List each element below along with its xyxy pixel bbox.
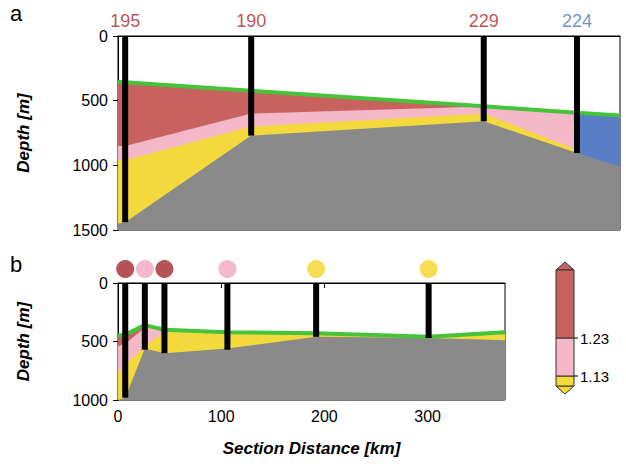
svg-text:a: a <box>10 1 23 26</box>
svg-text:1.23: 1.23 <box>580 330 609 347</box>
svg-text:b: b <box>10 252 22 277</box>
svg-text:200: 200 <box>311 408 338 425</box>
svg-text:0: 0 <box>114 408 123 425</box>
svg-text:500: 500 <box>81 92 108 109</box>
svg-text:Depth [m]: Depth [m] <box>14 92 33 173</box>
svg-text:1000: 1000 <box>72 157 108 174</box>
svg-text:1000: 1000 <box>72 392 108 409</box>
svg-text:100: 100 <box>208 408 235 425</box>
svg-text:224: 224 <box>562 11 592 31</box>
svg-text:Section Distance [km]: Section Distance [km] <box>223 439 402 458</box>
svg-text:1.13: 1.13 <box>580 368 609 385</box>
svg-text:300: 300 <box>414 408 441 425</box>
svg-text:500: 500 <box>81 333 108 350</box>
svg-text:Depth [m]: Depth [m] <box>14 301 33 382</box>
svg-text:229: 229 <box>469 11 499 31</box>
svg-text:0: 0 <box>99 28 108 45</box>
svg-text:1500: 1500 <box>72 222 108 239</box>
svg-text:0: 0 <box>99 275 108 292</box>
svg-text:195: 195 <box>110 11 140 31</box>
svg-text:190: 190 <box>236 11 266 31</box>
